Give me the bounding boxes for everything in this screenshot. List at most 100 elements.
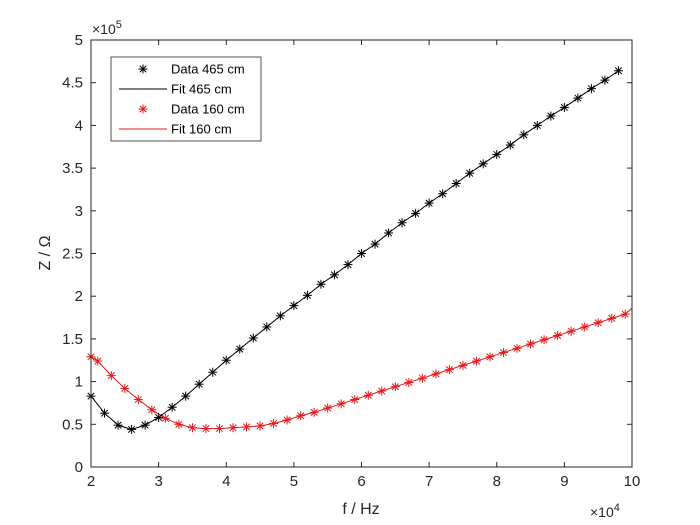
y-multiplier-base: ×10 (92, 21, 116, 37)
data-point (214, 424, 224, 434)
data-point (262, 322, 272, 332)
data-point (424, 198, 434, 208)
data-point (194, 379, 204, 389)
data-point (471, 356, 481, 366)
y-axis-label: Z / Ω (37, 235, 54, 270)
data-point (444, 365, 454, 375)
data-point (275, 311, 285, 321)
legend-item-fit-160-cm: Fit 160 cm (119, 122, 232, 137)
data-point (397, 218, 407, 228)
data-point (255, 421, 265, 431)
x-tick-label: 3 (154, 473, 162, 490)
data-point (586, 84, 596, 94)
legend: Data 465 cm Fit 465 cm Data 160 cm Fit 160 … (110, 56, 262, 142)
data-point (377, 386, 387, 396)
x-multiplier-exponent: 4 (614, 502, 620, 514)
x-axis-multiplier: ×104 (590, 502, 620, 520)
y-tick-label: 2 (75, 288, 83, 305)
data-point (167, 402, 177, 412)
data-point (329, 270, 339, 280)
data-point (201, 424, 211, 434)
data-point (147, 405, 157, 415)
data-point (140, 420, 150, 430)
y-tick-label: 3.5 (62, 160, 83, 177)
data-point (228, 423, 238, 433)
data-point (133, 395, 143, 405)
data-point (458, 360, 468, 370)
legend-box (110, 56, 262, 142)
data-point (208, 367, 218, 377)
data-point (100, 408, 110, 418)
data-point (593, 318, 603, 328)
y-tick-label: 3 (75, 203, 83, 220)
x-tick-label: 10 (624, 473, 641, 490)
data-point (174, 419, 184, 429)
legend-items: Data 465 cm Fit 465 cm Data 160 cm Fit 160 … (119, 62, 245, 137)
series-line-fit-465-cm (90, 70, 619, 430)
data-point (248, 333, 258, 343)
data-point (566, 326, 576, 336)
y-axis-ticks: 0 0.5 1 1.5 2 2.5 3 3.5 4 4.5 5 (62, 32, 632, 476)
data-point (269, 418, 279, 428)
x-axis-ticks: 2 3 4 5 6 7 8 9 10 (87, 40, 641, 490)
data-point (93, 356, 103, 366)
data-point (553, 330, 563, 340)
y-tick-label: 1 (75, 374, 83, 391)
data-point (512, 343, 522, 353)
data-point (492, 149, 502, 159)
x-axis-label: f / Hz (342, 501, 379, 518)
data-point (316, 279, 326, 289)
data-point (607, 313, 617, 323)
y-tick-label: 0.5 (62, 416, 83, 433)
y-axis-multiplier: ×105 (92, 19, 122, 37)
data-point (417, 373, 427, 383)
data-point (302, 290, 312, 300)
data-point (343, 260, 353, 270)
data-point (350, 395, 360, 405)
data-point (323, 403, 333, 413)
data-point (526, 339, 536, 349)
y-tick-label: 4 (75, 117, 83, 134)
x-tick-label: 5 (290, 473, 298, 490)
data-point (390, 382, 400, 392)
data-point (181, 391, 191, 401)
y-tick-label: 2.5 (62, 246, 83, 263)
data-point (613, 66, 623, 76)
data-point (438, 189, 448, 199)
x-tick-label: 2 (87, 473, 95, 490)
data-point (363, 390, 373, 400)
legend-label: Data 160 cm (171, 102, 245, 117)
data-point (485, 352, 495, 362)
data-point (431, 369, 441, 379)
legend-item-data-160-cm: Data 160 cm (138, 102, 245, 117)
data-point (160, 413, 170, 423)
legend-marker (138, 104, 148, 114)
legend-item-fit-465-cm: Fit 465 cm (119, 82, 232, 97)
data-point (370, 239, 380, 249)
legend-item-data-465-cm: Data 465 cm (138, 62, 245, 77)
data-point (289, 301, 299, 311)
data-point (411, 208, 421, 218)
data-point (282, 415, 292, 425)
data-point (242, 422, 252, 432)
data-point (120, 383, 130, 393)
series-layer (86, 66, 633, 434)
series-markers-data-160-cm (86, 309, 630, 434)
data-point (573, 93, 583, 103)
data-point (580, 322, 590, 332)
data-point (309, 407, 319, 417)
y-tick-label: 1.5 (62, 331, 83, 348)
data-point (187, 423, 197, 433)
x-tick-label: 7 (425, 473, 433, 490)
data-point (384, 228, 394, 238)
x-tick-label: 6 (357, 473, 365, 490)
data-point (546, 111, 556, 121)
x-multiplier-base: ×10 (590, 504, 614, 520)
data-point (221, 355, 231, 365)
data-point (505, 140, 515, 150)
data-point (235, 344, 245, 354)
y-multiplier-exponent: 5 (116, 19, 122, 31)
data-point (539, 335, 549, 345)
data-point (451, 178, 461, 188)
